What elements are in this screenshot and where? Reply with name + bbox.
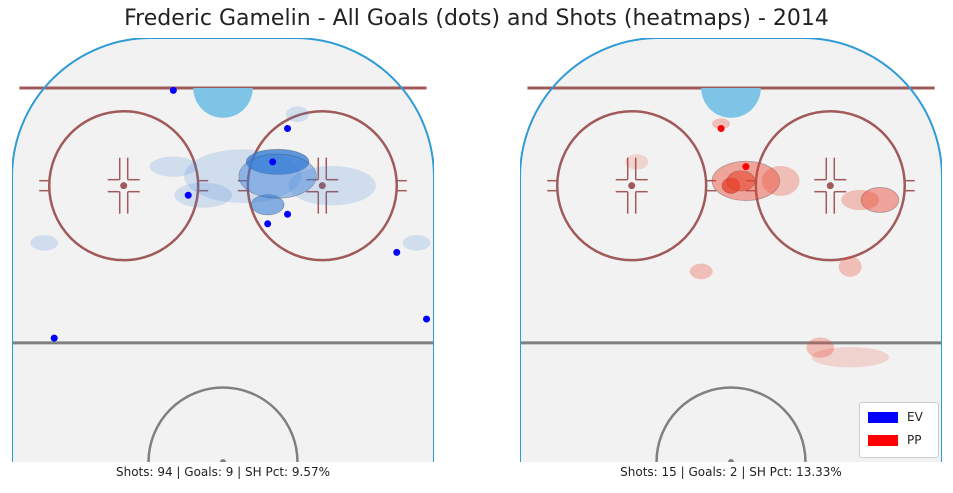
faceoff-dot-right <box>826 182 834 190</box>
pp-shot-density-1 <box>726 170 756 192</box>
ice-surface <box>520 38 942 462</box>
faceoff-circle-left <box>47 109 200 262</box>
pp-shot-density-4 <box>860 187 900 213</box>
ev-shot-density-2 <box>238 153 317 199</box>
ev-goal-dot-4 <box>284 210 292 218</box>
goal-crease <box>701 88 761 118</box>
pp-shot-density-9 <box>689 263 713 280</box>
faceoff-dot-left <box>628 182 636 190</box>
ev-shot-density-0 <box>245 148 310 175</box>
legend-swatch-pp <box>868 434 898 446</box>
pp-shot-density-10 <box>625 154 649 170</box>
legend-item-ev: EV <box>868 410 923 424</box>
legend-swatch-ev <box>868 411 898 423</box>
chart-title: Frederic Gamelin - All Goals (dots) and … <box>124 6 829 31</box>
ev-goal-dot-2 <box>269 158 277 166</box>
ice-surface <box>12 38 434 462</box>
pp-shot-density-11 <box>712 118 731 130</box>
faceoff-dot-left <box>120 182 128 190</box>
ev-shot-density-7 <box>30 235 59 251</box>
pp-goal-dot-0 <box>717 125 725 133</box>
legend-label-ev: EV <box>907 410 923 424</box>
legend-item-pp: PP <box>868 433 921 447</box>
faceoff-circle-right <box>246 109 399 262</box>
ev-shot-density-4 <box>149 156 198 177</box>
ev-shot-density-1 <box>250 194 285 216</box>
boards <box>12 38 434 462</box>
pp-shot-density-2 <box>711 160 781 201</box>
rink-pp <box>520 38 942 462</box>
boards <box>520 38 942 462</box>
center-dot <box>728 459 734 462</box>
ev-goal-dot-3 <box>184 191 192 199</box>
center-circle <box>655 386 807 462</box>
pp-shot-density-3 <box>761 166 800 196</box>
ev-goal-dot-7 <box>50 334 58 342</box>
pp-shot-density-7 <box>811 347 889 368</box>
goal-crease <box>193 88 253 118</box>
rink-ev <box>12 38 434 462</box>
pp-goal-dot-1 <box>742 163 750 171</box>
ev-shot-density-9 <box>286 106 309 122</box>
legend-label-pp: PP <box>907 433 922 447</box>
faceoff-circle-right <box>754 109 907 262</box>
ev-goal-dot-1 <box>284 125 292 133</box>
faceoff-circle-left <box>555 109 708 262</box>
ev-goal-dot-0 <box>169 86 177 94</box>
center-dot <box>220 459 226 462</box>
ev-goal-dot-6 <box>393 248 401 256</box>
ev-goal-dot-8 <box>423 315 431 323</box>
legend: EV PP <box>859 402 939 458</box>
ev-shot-density-8 <box>402 235 431 251</box>
center-circle <box>147 386 299 462</box>
pp-shot-density-8 <box>806 337 835 358</box>
caption-pp: Shots: 15 | Goals: 2 | SH Pct: 13.33% <box>620 465 842 479</box>
caption-ev: Shots: 94 | Goals: 9 | SH Pct: 9.57% <box>115 465 331 479</box>
faceoff-dot-right <box>318 182 326 190</box>
pp-shot-density-5 <box>841 189 879 211</box>
ev-shot-density-6 <box>174 182 232 208</box>
ev-goal-dot-5 <box>264 220 272 228</box>
ev-shot-density-5 <box>288 166 376 206</box>
pp-shot-density-6 <box>838 256 862 277</box>
